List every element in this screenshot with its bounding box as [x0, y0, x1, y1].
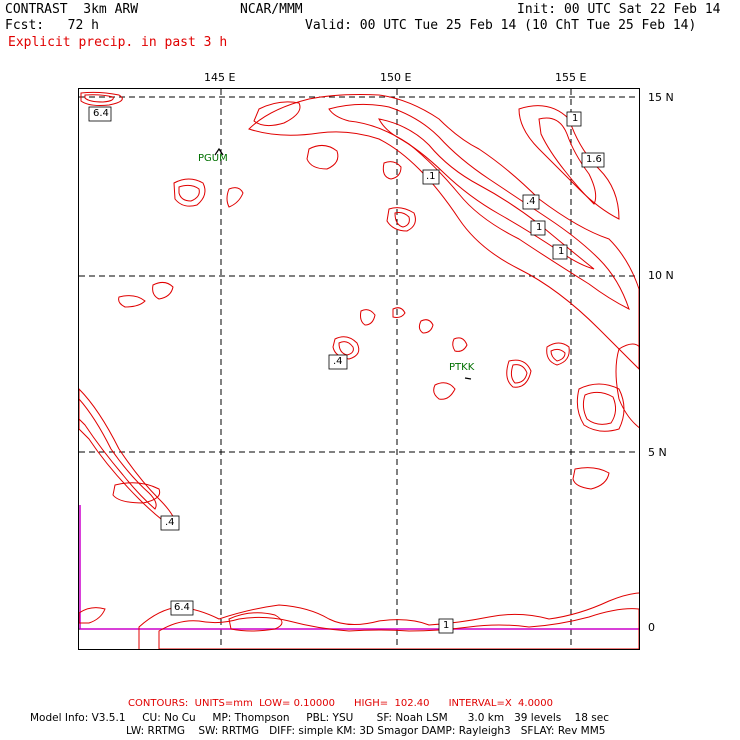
forecast-hour: Fcst: 72 h [5, 18, 99, 33]
lon-label-145: 145 E [204, 71, 236, 84]
lat-label-0: 0 [648, 621, 655, 634]
contour-label: 6.4 [93, 108, 109, 119]
contour-label: 1 [443, 620, 450, 631]
organization: NCAR/MMM [240, 2, 303, 17]
model-info-line-1: Model Info: V3.5.1 CU: No Cu MP: Thompso… [30, 712, 609, 724]
contour-label: 6.4 [174, 602, 190, 613]
contour-label: .4 [333, 356, 343, 367]
lat-label-5n: 5 N [648, 446, 667, 459]
lat-label-10n: 10 N [648, 269, 674, 282]
lon-label-150: 150 E [380, 71, 412, 84]
station-label-pgum: PGUM [198, 153, 228, 164]
valid-time: Valid: 00 UTC Tue 25 Feb 14 (10 ChT Tue … [305, 18, 697, 33]
lon-label-155: 155 E [555, 71, 587, 84]
precip-map-canvas [79, 89, 639, 649]
contour-label: 1 [536, 222, 543, 233]
station-ptkk-marker [464, 377, 472, 380]
field-title: Explicit precip. in past 3 h [8, 35, 228, 50]
contour-label: 1.6 [586, 154, 602, 165]
lat-lon-grid [79, 89, 639, 649]
station-markers [214, 147, 472, 380]
model-info-line-2: LW: RRTMG SW: RRTMG DIFF: simple KM: 3D … [126, 725, 606, 737]
contour-label-boxes [88, 106, 605, 634]
station-label-ptkk: PTKK [449, 362, 475, 373]
contour-label: .4 [165, 517, 175, 528]
contour-label: .4 [526, 196, 536, 207]
init-time: Init: 00 UTC Sat 22 Feb 14 [517, 2, 721, 17]
contour-label: .1 [426, 171, 436, 182]
model-name: CONTRAST 3km ARW [5, 2, 139, 17]
precip-contours [79, 91, 639, 649]
precip-map: 6.4 1 1.6 .4 1 1 .1 .4 .4 6.4 1 PGUM PTK… [78, 88, 640, 650]
contours-info: CONTOURS: UNITS=mm LOW= 0.10000 HIGH= 10… [128, 698, 554, 709]
domain-boundary [79, 505, 639, 630]
contour-label: 1 [558, 246, 565, 257]
station-pgum-marker [214, 147, 224, 156]
contour-label: 1 [572, 113, 579, 124]
lat-label-15n: 15 N [648, 91, 674, 104]
